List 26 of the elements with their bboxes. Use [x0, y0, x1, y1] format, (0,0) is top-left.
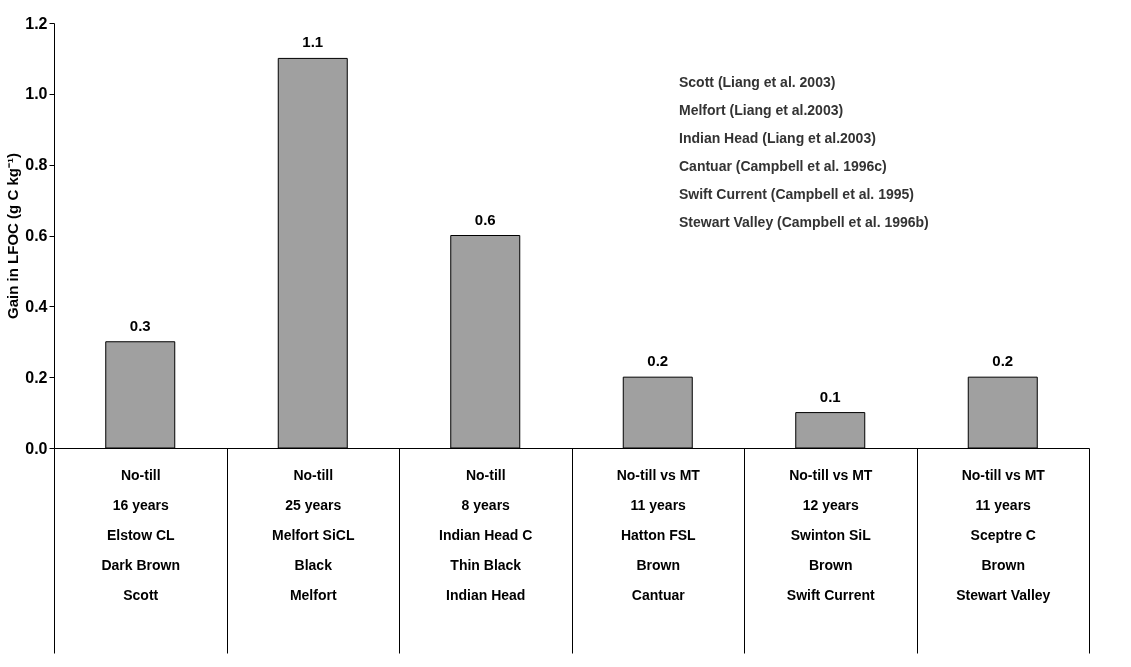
- y-axis-title: Gain in LFOC (g C kg⁻¹): [4, 153, 22, 319]
- data-label: 0.3: [129, 316, 151, 334]
- data-label: 0.6: [474, 210, 496, 228]
- y-tick-label: 0.4: [25, 297, 48, 315]
- annotation: Stewart Valley (Campbell et al. 1996b): [679, 214, 929, 230]
- annotation: Swift Current (Campbell et al. 1995): [679, 186, 914, 202]
- x-tick-label: No-till vs MT 11 years Sceptre C Brown Stewart Valley: [956, 466, 1051, 603]
- y-tick-label: 0.8: [25, 156, 48, 174]
- data-label: 0.1: [819, 387, 841, 405]
- annotation: Indian Head (Liang et al.2003): [679, 130, 876, 146]
- x-tick-label: No-till vs MT 11 years Hatton FSL Brown Cantuar: [616, 466, 701, 603]
- y-tick-label: 0.6: [25, 227, 48, 244]
- y-tick-label: 0.0: [25, 439, 48, 457]
- x-tick-label: No-till 8 years Indian Head C Thin Black Indian Head: [439, 466, 533, 603]
- data-label: 0.2: [647, 352, 669, 370]
- y-tick-label: 0.2: [25, 368, 48, 386]
- x-tick-label: No-till 16 years Elstow CL Dark Brown Scott: [101, 466, 181, 603]
- y-tick-label: 1.2: [25, 14, 48, 32]
- x-tick-label: No-till 25 years Melfort SiCL Black Melfort: [272, 466, 355, 603]
- data-label: 1.1: [302, 33, 324, 51]
- annotation: Cantuar (Campbell et al. 1996c): [679, 158, 887, 174]
- data-label: 0.2: [992, 352, 1014, 370]
- x-tick-label: No-till vs MT 12 years Swinton SiL Brown Swift Current: [786, 466, 876, 603]
- annotation: Scott (Liang et al. 2003): [679, 74, 836, 90]
- y-tick-label: 1.0: [25, 85, 48, 103]
- annotation: Melfort (Liang et al.2003): [679, 102, 844, 118]
